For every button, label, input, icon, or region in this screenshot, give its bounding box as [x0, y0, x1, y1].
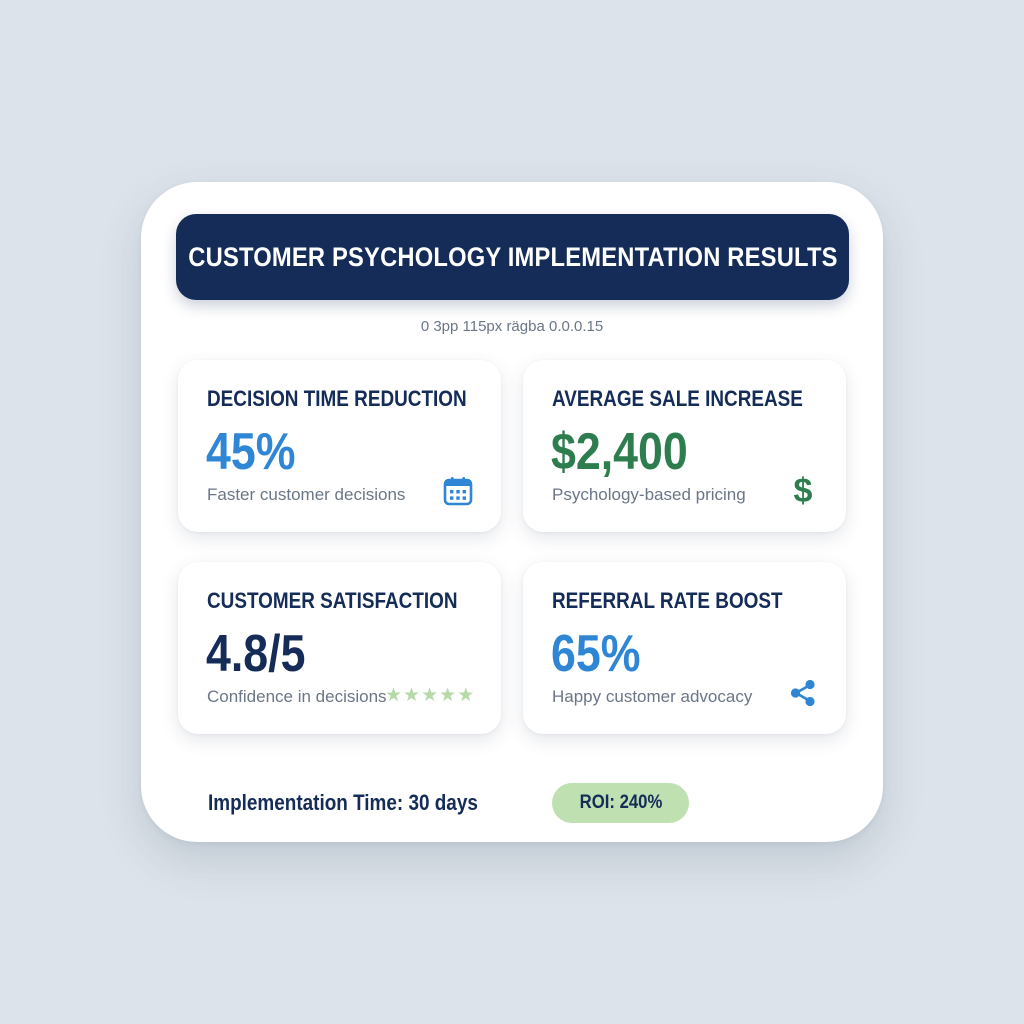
metric-description: Confidence in decisions [207, 687, 387, 706]
page-title: CUSTOMER PSYCHOLOGY IMPLEMENTATION RESUL… [187, 241, 838, 272]
metric-card-customer-satisfaction: CUSTOMER SATISFACTION 4.8/5 Confidence i… [178, 562, 501, 734]
results-panel: CUSTOMER PSYCHOLOGY IMPLEMENTATION RESUL… [141, 182, 883, 842]
share-icon [786, 676, 820, 710]
implementation-time: Implementation Time: 30 days [208, 790, 478, 815]
metric-card-decision-time: DECISION TIME REDUCTION 45% Faster custo… [178, 360, 501, 532]
metric-label: AVERAGE SALE INCREASE [552, 386, 803, 411]
metric-card-average-sale: AVERAGE SALE INCREASE $2,400 Psychology-… [523, 360, 846, 532]
metric-card-referral-rate: REFERRAL RATE BOOST 65% Happy customer a… [523, 562, 846, 734]
roi-badge: ROI: 240% [552, 783, 689, 823]
metric-label: REFERRAL RATE BOOST [552, 588, 783, 613]
caption-text: 0 3pp 115px rägba 0.0.0.15 [420, 318, 604, 335]
star-icon: ★ [421, 685, 439, 706]
metric-label: CUSTOMER SATISFACTION [207, 588, 458, 613]
header-banner: CUSTOMER PSYCHOLOGY IMPLEMENTATION RESUL… [176, 214, 849, 300]
footer-bar: Implementation Time: 30 days ROI: 240% [141, 762, 883, 842]
metric-label: DECISION TIME REDUCTION [207, 386, 467, 411]
metric-value: 45% [206, 423, 296, 481]
star-icon: ★ [385, 685, 403, 706]
dollar-icon: $ [786, 474, 820, 508]
star-icon: ★ [439, 685, 457, 706]
roi-text: ROI: 240% [579, 792, 662, 813]
dollar-glyph: $ [793, 472, 813, 510]
star-rating-icon: ★ ★ ★ ★ ★ [385, 684, 474, 708]
metric-value: $2,400 [551, 423, 688, 481]
metric-description: Psychology-based pricing [552, 485, 746, 504]
star-icon: ★ [457, 685, 475, 706]
metric-value: 4.8/5 [206, 625, 306, 683]
calendar-icon [441, 474, 475, 508]
star-icon: ★ [403, 685, 421, 706]
metric-description: Faster customer decisions [207, 485, 406, 504]
metric-value: 65% [551, 625, 641, 683]
metric-description: Happy customer advocacy [552, 687, 753, 706]
